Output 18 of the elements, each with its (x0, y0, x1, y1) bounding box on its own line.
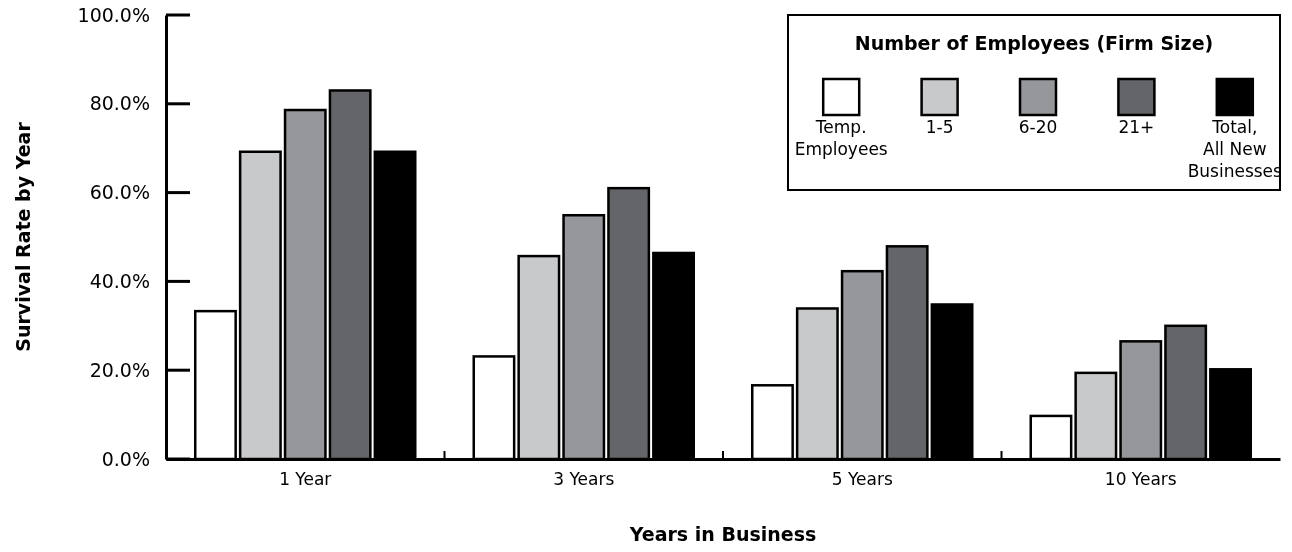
x-tick-label: 5 Years (831, 469, 893, 490)
legend-label: 21+ (1118, 117, 1155, 137)
y-tick-label: 40.0% (89, 269, 150, 292)
y-tick-label: 20.0% (89, 358, 150, 381)
y-tick-label: 80.0% (89, 92, 150, 115)
y-axis-title: Survival Rate by Year (12, 121, 34, 352)
x-axis-title: Years in Business (628, 523, 817, 545)
legend-title: Number of Employees (Firm Size) (854, 32, 1214, 54)
x-tick-label: 1 Year (279, 469, 332, 490)
legend-label: 1-5 (925, 117, 954, 137)
legend-label: Temp. Employees (794, 117, 888, 159)
legend-label: 6-20 (1018, 117, 1058, 137)
x-tick-label: 10 Years (1104, 469, 1177, 490)
y-tick-label: 100.0% (77, 3, 150, 26)
y-tick-label: 60.0% (89, 181, 150, 204)
y-tick-label: 0.0% (101, 447, 150, 470)
x-tick-label: 3 Years (553, 469, 615, 490)
legend-label: Total, All New Businesses (1187, 117, 1283, 181)
